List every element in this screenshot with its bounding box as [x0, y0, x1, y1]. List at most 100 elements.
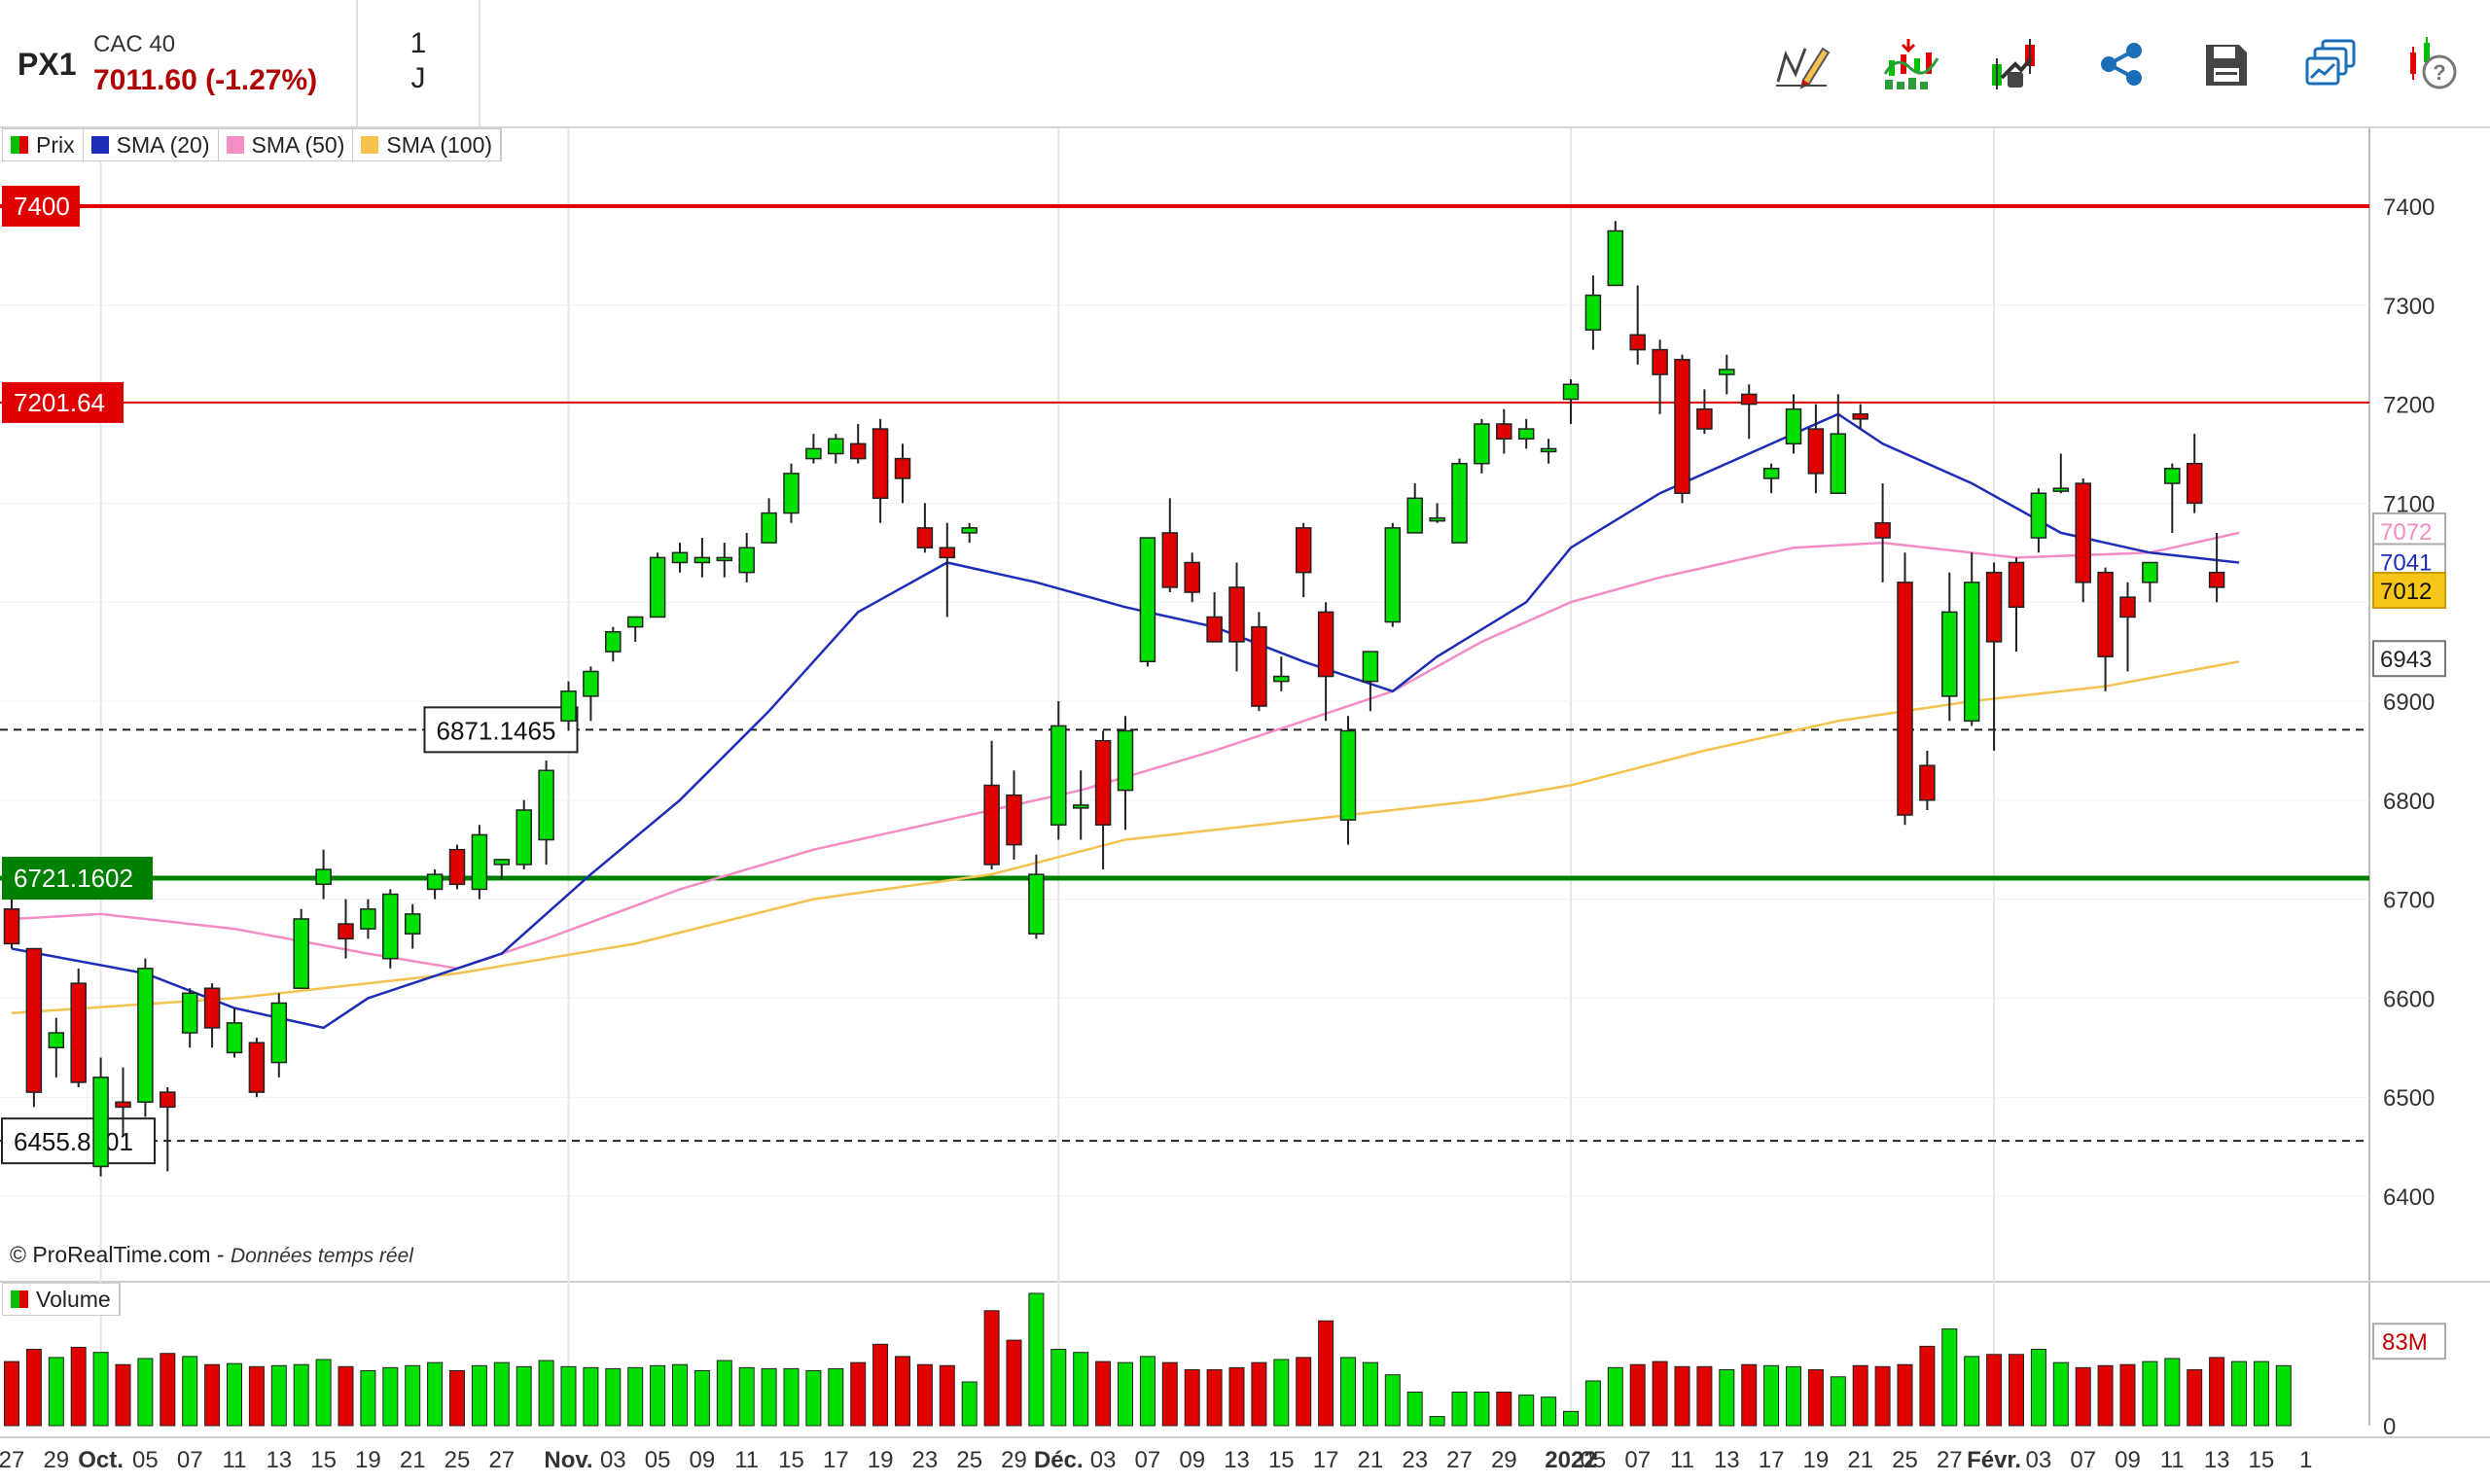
- candle-body: [1629, 334, 1646, 351]
- candle-body: [605, 630, 622, 653]
- legend-item-sma50[interactable]: SMA (50): [219, 129, 354, 160]
- x-tick-label: 19: [868, 1447, 894, 1473]
- candle-body: [828, 438, 844, 455]
- drawing-tools-icon[interactable]: [1772, 35, 1831, 93]
- copyright-text: © ProRealTime.com: [10, 1242, 211, 1267]
- volume-bar: [1786, 1365, 1801, 1427]
- candle-body: [1719, 369, 1735, 375]
- candle-body: [1295, 527, 1312, 574]
- candle-body: [1919, 764, 1936, 801]
- candle-body: [649, 556, 666, 618]
- candle-body: [2008, 561, 2025, 609]
- level-tag: [2, 186, 80, 227]
- candle-body: [1028, 873, 1045, 935]
- candle-body: [1451, 462, 1468, 544]
- x-tick-label: 07: [1624, 1447, 1651, 1473]
- share-icon[interactable]: [2093, 35, 2152, 93]
- x-tick-label: Déc.: [1034, 1447, 1084, 1473]
- volume-bar: [1563, 1410, 1579, 1427]
- legend-item-sma20[interactable]: SMA (20): [84, 129, 219, 160]
- x-tick-label: 23: [912, 1447, 939, 1473]
- x-tick-label: 27: [1446, 1447, 1473, 1473]
- candle-body: [160, 1091, 176, 1109]
- candle-body: [70, 982, 87, 1083]
- svg-text:?: ?: [2433, 60, 2445, 85]
- volume-bar: [1318, 1320, 1334, 1427]
- volume-bar: [1184, 1368, 1200, 1427]
- candle-body: [3, 908, 20, 945]
- volume-bar: [672, 1363, 688, 1427]
- volume-bar: [1384, 1374, 1401, 1427]
- legend-item-price[interactable]: Prix: [3, 129, 84, 160]
- legend-label: SMA (20): [116, 131, 210, 158]
- legend-item-sma100[interactable]: SMA (100): [353, 129, 502, 160]
- candle-body: [1496, 423, 1512, 440]
- candle-body: [181, 992, 198, 1034]
- level-tag-label: 6455.8101: [14, 1127, 133, 1156]
- price-tag-label: 7041: [2380, 549, 2432, 576]
- price-swatch-icon: [11, 136, 28, 154]
- volume-bar: [2164, 1358, 2181, 1427]
- symbol-code[interactable]: PX1: [18, 47, 77, 82]
- candle-body: [894, 457, 911, 479]
- candle-body: [1985, 571, 2003, 643]
- volume-bar: [895, 1356, 910, 1427]
- volume-bar: [1897, 1363, 1913, 1427]
- volume-bar: [1496, 1391, 1512, 1427]
- candle-body: [1540, 447, 1557, 453]
- level-tag-label: 6871.1465: [437, 716, 556, 745]
- index-name: CAC 40: [93, 31, 176, 57]
- level-tag-label: 7201.64: [14, 388, 105, 417]
- candle-body: [1072, 804, 1089, 809]
- x-tick-label: 09: [690, 1447, 716, 1473]
- y-tick-label: 6800: [2383, 789, 2435, 815]
- x-tick-label: 11: [2160, 1447, 2185, 1473]
- volume-bar: [2253, 1360, 2269, 1427]
- candle-body: [1807, 428, 1825, 475]
- x-tick-label: 03: [1090, 1447, 1117, 1473]
- level-tag-label: 6721.1602: [14, 864, 133, 893]
- x-tick-label: 07: [177, 1447, 203, 1473]
- volume-bar: [115, 1363, 131, 1427]
- y-tick-label: 6400: [2383, 1184, 2435, 1211]
- help-icon[interactable]: ?: [2402, 35, 2461, 93]
- candle-body: [2186, 462, 2203, 505]
- candle-body: [516, 809, 532, 866]
- candle-body: [961, 527, 978, 534]
- indicators-icon[interactable]: [1881, 35, 1939, 93]
- x-tick-label: 07: [1135, 1447, 1161, 1473]
- legend-item-volume[interactable]: Volume: [3, 1284, 120, 1315]
- volume-bar: [2052, 1361, 2069, 1427]
- volume-bar: [1696, 1365, 1713, 1427]
- volume-bar: [605, 1367, 622, 1427]
- timeframe-selector[interactable]: 1 J: [356, 0, 480, 126]
- volume-bar: [2009, 1354, 2024, 1427]
- x-tick-label: 21: [400, 1447, 426, 1473]
- price-chart[interactable]: 6400650066006700680069007100720073007400…: [0, 128, 2490, 1484]
- multi-chart-icon[interactable]: [2301, 35, 2360, 93]
- volume-bar: [939, 1364, 955, 1427]
- y-tick-label: 7300: [2383, 294, 2435, 320]
- candle-body: [1429, 516, 1445, 522]
- volume-bar: [1006, 1339, 1022, 1427]
- candle-body: [1963, 582, 1980, 723]
- candle-body: [1652, 348, 1668, 375]
- candle-body: [1852, 413, 1868, 420]
- save-icon[interactable]: [2196, 35, 2255, 93]
- volume-bar: [405, 1364, 421, 1427]
- volume-bar: [1251, 1361, 1267, 1427]
- volume-bar: [2142, 1360, 2158, 1427]
- volume-bar: [48, 1357, 64, 1427]
- trading-icon[interactable]: [1986, 35, 2045, 93]
- candle-body: [493, 859, 511, 866]
- price-tag: [2372, 571, 2446, 609]
- candle-body: [448, 848, 466, 886]
- volume-bar: [1296, 1357, 1312, 1427]
- candle-body: [1762, 468, 1780, 479]
- volume-bar: [516, 1365, 532, 1427]
- y-tick-label: 6500: [2383, 1085, 2435, 1112]
- x-tick-label: 09: [2115, 1447, 2141, 1473]
- candle-body: [48, 1032, 65, 1049]
- candle-body: [2052, 487, 2070, 492]
- sma50-swatch-icon: [226, 136, 244, 154]
